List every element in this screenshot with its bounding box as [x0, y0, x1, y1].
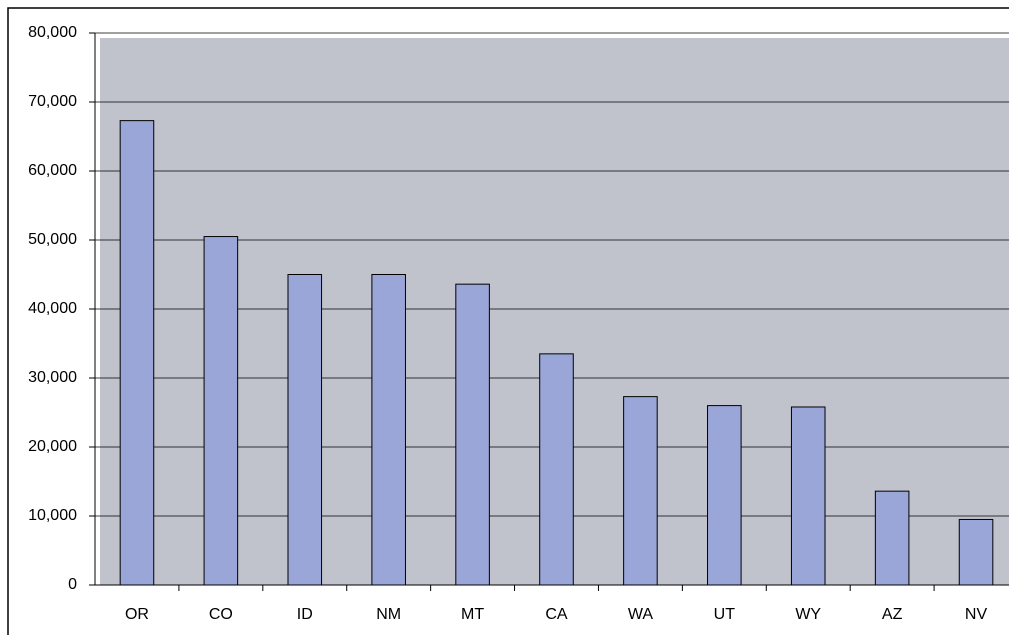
- bar: [623, 396, 658, 586]
- y-tick-label: 20,000: [28, 438, 77, 455]
- bar: [539, 353, 574, 586]
- y-tick-label: 0: [68, 576, 77, 593]
- x-tick-label: AZ: [882, 606, 903, 623]
- x-tick-label: UT: [714, 606, 736, 623]
- y-tick-label: 70,000: [28, 93, 77, 110]
- bar: [119, 120, 155, 586]
- y-tick-label: 50,000: [28, 231, 77, 248]
- x-tick-label: ID: [297, 606, 313, 623]
- x-tick-label: CA: [545, 606, 568, 623]
- bar: [790, 406, 826, 586]
- bar: [203, 236, 239, 586]
- x-tick-label: WY: [795, 606, 821, 623]
- y-tick-label: 80,000: [28, 24, 77, 41]
- bar: [371, 274, 406, 586]
- bar: [874, 490, 910, 586]
- bar: [455, 283, 490, 586]
- y-tick-label: 40,000: [28, 300, 77, 317]
- bar: [958, 518, 994, 586]
- x-tick-label: NM: [376, 606, 401, 623]
- bar: [707, 405, 742, 586]
- x-tick-label: MT: [461, 606, 484, 623]
- x-tick-label: CO: [209, 606, 233, 623]
- y-tick-label: 30,000: [28, 369, 77, 386]
- bar: [287, 274, 323, 586]
- x-tick-label: WA: [628, 606, 654, 623]
- y-tick-label: 60,000: [28, 162, 77, 179]
- x-tick-label: OR: [125, 606, 149, 623]
- x-tick-label: NV: [965, 606, 988, 623]
- y-tick-label: 10,000: [28, 507, 77, 524]
